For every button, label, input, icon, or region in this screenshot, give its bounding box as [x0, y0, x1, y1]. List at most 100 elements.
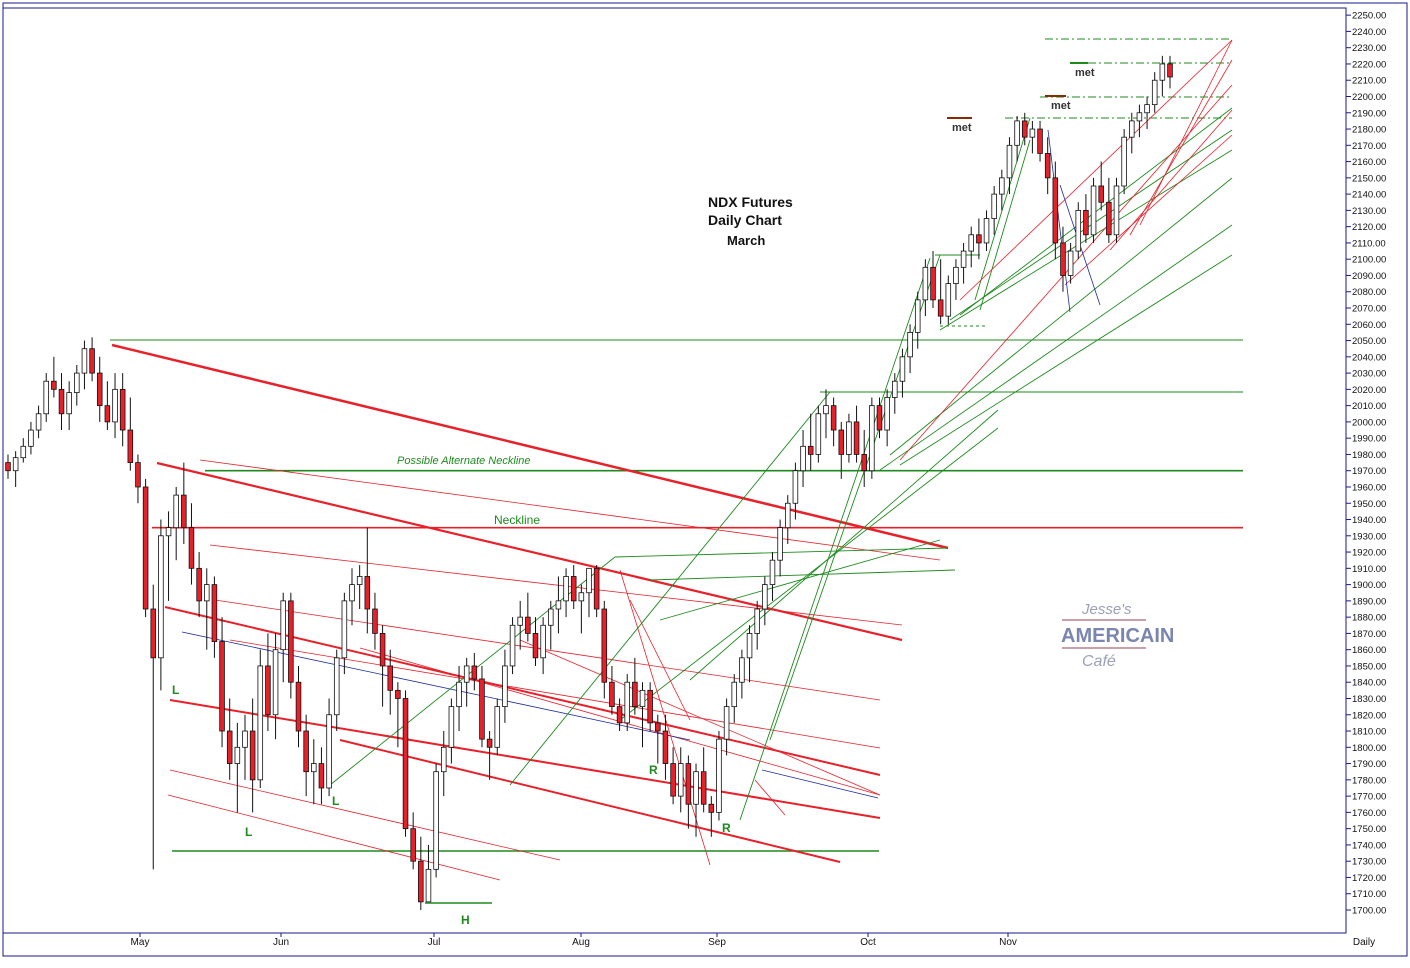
- candle-up: [731, 681, 738, 708]
- y-tick-label: 1920.00: [1352, 548, 1386, 559]
- candle-up: [960, 250, 967, 268]
- candle-down: [609, 681, 615, 708]
- candle-down: [119, 388, 126, 431]
- candle-down: [288, 600, 294, 683]
- candle-down: [532, 633, 539, 659]
- right-shoulder-1-label: R: [649, 763, 658, 777]
- candle-up: [349, 584, 355, 602]
- candle-up: [165, 527, 172, 537]
- y-tick-label: 1700.00: [1352, 906, 1386, 917]
- candle-down: [135, 462, 141, 488]
- channel-top: [111, 343, 949, 550]
- candle-up: [1075, 209, 1082, 252]
- y-tick-label: 1860.00: [1352, 645, 1386, 656]
- candle-up: [846, 421, 852, 455]
- candle-up: [914, 299, 921, 333]
- candle-down: [976, 234, 982, 244]
- y-tick-label: 2020.00: [1352, 385, 1386, 396]
- y-tick-label: 1790.00: [1352, 759, 1386, 770]
- candle-up: [1129, 120, 1135, 138]
- y-tick-label: 1970.00: [1352, 466, 1386, 477]
- candle-down: [708, 803, 715, 813]
- candle-up: [1113, 185, 1120, 236]
- left-shoulder-1-label: L: [172, 683, 179, 697]
- candle-down: [670, 763, 676, 797]
- channel-parallel: [167, 794, 501, 881]
- candle-up: [20, 445, 27, 459]
- y-tick-label: 1820.00: [1352, 710, 1386, 721]
- candle-down: [930, 266, 936, 301]
- candle-up: [869, 405, 875, 472]
- candle-up: [639, 689, 646, 708]
- y-tick-label: 2180.00: [1352, 125, 1386, 136]
- candle-down: [410, 828, 416, 862]
- candle-down: [211, 584, 218, 642]
- y-tick-label: 1910.00: [1352, 564, 1386, 575]
- y-tick-label: 1840.00: [1352, 678, 1386, 689]
- blue-midline-2: [761, 769, 879, 799]
- green-fan-line: [509, 391, 831, 786]
- candle-up: [1067, 250, 1074, 276]
- candle-up: [1029, 128, 1036, 138]
- candle-up: [35, 413, 42, 431]
- y-tick-label: 2230.00: [1352, 43, 1386, 54]
- y-tick-label: 2210.00: [1352, 76, 1386, 87]
- y-tick-label: 2200.00: [1352, 92, 1386, 103]
- y-tick-label: 1730.00: [1352, 857, 1386, 868]
- red-rising-line: [899, 84, 1233, 461]
- met-3-label: met: [1075, 67, 1095, 79]
- candle-down: [593, 567, 600, 610]
- candle-up: [272, 649, 279, 716]
- left-shoulder-2-label: L: [245, 825, 252, 839]
- candle-up: [555, 600, 562, 610]
- y-tick-label: 1780.00: [1352, 775, 1386, 786]
- right-shoulder-2-label: R: [722, 821, 731, 835]
- candle-up: [823, 405, 829, 415]
- candle-up: [326, 714, 332, 789]
- candle-down: [616, 706, 623, 724]
- channel-parallel: [199, 459, 941, 561]
- y-tick-label: 2120.00: [1352, 222, 1386, 233]
- y-tick-label: 2110.00: [1352, 238, 1386, 249]
- candle-up: [563, 576, 569, 602]
- candle-down: [89, 348, 95, 374]
- y-tick-label: 1720.00: [1352, 873, 1386, 884]
- candle-down: [1037, 128, 1043, 154]
- met-1-label: met: [952, 122, 972, 134]
- candle-down: [372, 608, 378, 634]
- candle-up: [723, 706, 730, 740]
- candle-up: [815, 413, 822, 455]
- candle-down: [1060, 242, 1066, 276]
- candle-up: [800, 445, 806, 472]
- green-fan-line: [659, 539, 941, 621]
- logo-cafe: Café: [1082, 653, 1116, 670]
- channel-parallel: [519, 639, 881, 796]
- channel-parallel: [209, 544, 903, 626]
- candle-down: [830, 405, 837, 431]
- candle-down: [5, 462, 11, 472]
- candle-down: [853, 421, 860, 455]
- candle-up: [448, 706, 455, 748]
- y-tick-label: 1810.00: [1352, 727, 1386, 738]
- candle-up: [769, 559, 776, 586]
- neckline-label: Neckline: [494, 513, 540, 527]
- candle-down: [249, 730, 256, 781]
- channel-parallel: [214, 599, 881, 701]
- green-fan-line: [899, 254, 1233, 466]
- green-fan-line: [739, 257, 931, 821]
- y-tick-label: 2150.00: [1352, 173, 1386, 184]
- chart-subtitle: Daily Chart: [708, 212, 782, 228]
- candle-down: [937, 299, 944, 317]
- candle-up: [1159, 63, 1166, 81]
- candle-down: [127, 429, 134, 463]
- y-tick-label: 2250.00: [1352, 11, 1386, 22]
- candle-up: [517, 616, 523, 626]
- x-tick-label: May: [131, 937, 150, 948]
- y-tick-label: 2220.00: [1352, 59, 1386, 70]
- candle-up: [28, 429, 34, 447]
- candle-down: [471, 665, 478, 680]
- channel-line: [169, 699, 881, 819]
- x-tick-label: Jul: [428, 937, 441, 948]
- green-fan-line: [974, 117, 1031, 301]
